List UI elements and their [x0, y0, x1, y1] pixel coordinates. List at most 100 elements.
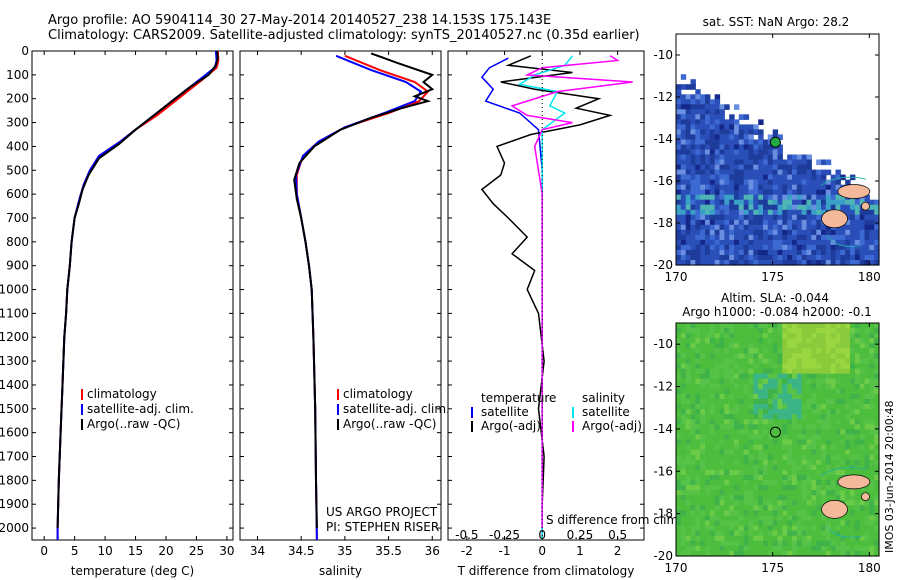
- map-cell: [763, 373, 769, 380]
- map-cell: [777, 239, 783, 246]
- map-cell: [864, 459, 870, 466]
- map-cell: [738, 189, 745, 196]
- map-cell: [806, 495, 812, 501]
- map-cell: [685, 358, 692, 365]
- map-cell: [685, 409, 692, 415]
- map-cell: [690, 378, 696, 385]
- map-cell: [840, 368, 846, 375]
- map-cell: [763, 338, 769, 344]
- map-cell: [840, 449, 846, 456]
- map-cell: [714, 204, 721, 211]
- map-cell: [729, 114, 735, 120]
- map-cell: [729, 164, 735, 171]
- map-cell: [758, 184, 764, 191]
- map-cell: [811, 515, 817, 522]
- map-cell: [729, 199, 735, 206]
- map-cell: [763, 333, 769, 339]
- map-cell: [724, 139, 730, 146]
- map-cell: [825, 199, 832, 206]
- map-cell: [719, 535, 725, 542]
- map-cell: [767, 459, 774, 466]
- map-cell: [714, 174, 721, 181]
- map-cell: [845, 255, 851, 261]
- map-cell: [695, 255, 701, 261]
- map-cell: [709, 119, 716, 125]
- map-cell: [816, 515, 822, 522]
- map-cell: [695, 439, 701, 446]
- map-cell: [738, 149, 745, 156]
- map-cell: [758, 520, 764, 527]
- map-cell: [767, 169, 774, 176]
- map-cell: [753, 434, 759, 441]
- map-cell: [830, 184, 837, 191]
- map-cell: [695, 358, 701, 365]
- island-shape: [837, 474, 871, 490]
- map-cell: [792, 515, 798, 522]
- map-cell: [763, 194, 769, 201]
- map-cell: [782, 550, 788, 557]
- map-cell: [806, 159, 812, 166]
- map-cell: [874, 459, 880, 466]
- map-cell: [782, 414, 788, 420]
- map-cell: [714, 404, 721, 410]
- map-cell: [724, 159, 730, 166]
- map-cell: [690, 348, 696, 354]
- map-cell: [821, 348, 827, 354]
- map-cell: [811, 234, 817, 241]
- map-cell: [821, 368, 827, 375]
- y-tick-label: -14: [653, 132, 673, 146]
- map-cell: [758, 204, 764, 211]
- map-cell: [700, 535, 706, 542]
- map-cell: [787, 343, 793, 349]
- map-cell: [695, 434, 701, 441]
- map-cell: [709, 399, 716, 405]
- map-cell: [816, 244, 822, 251]
- map-cell: [763, 249, 769, 256]
- map-cell: [854, 338, 861, 344]
- map-cell: [825, 383, 832, 390]
- x-axis-label: temperature (deg C): [71, 564, 194, 578]
- map-cell: [758, 510, 764, 517]
- map-cell: [777, 134, 783, 140]
- map-cell: [830, 550, 837, 557]
- map-cell: [676, 419, 682, 425]
- map-cell: [864, 434, 870, 441]
- map-cell: [738, 464, 745, 471]
- map-cell: [763, 454, 769, 461]
- map-cell: [753, 515, 759, 522]
- map-cell: [680, 515, 687, 522]
- map-cell: [734, 404, 740, 410]
- map-cell: [825, 169, 832, 176]
- map-cell: [816, 239, 822, 246]
- map-cell: [816, 333, 822, 339]
- map-cell: [748, 388, 754, 395]
- map-cell: [782, 530, 788, 537]
- map-cell: [864, 505, 870, 511]
- map-cell: [796, 550, 803, 557]
- map-cell: [719, 500, 725, 506]
- map-cell: [705, 520, 711, 527]
- map-cell: [850, 404, 856, 410]
- map-cell: [705, 179, 711, 186]
- map-cell: [859, 399, 866, 405]
- map-cell: [830, 464, 837, 471]
- y-tick-label: -18: [653, 216, 673, 230]
- map-cell: [700, 179, 706, 186]
- map-cell: [680, 174, 687, 181]
- x-tick-label: 170: [665, 561, 688, 575]
- map-cell: [743, 368, 750, 375]
- map-cell: [690, 419, 696, 425]
- map-cell: [787, 535, 793, 542]
- map-cell: [845, 520, 851, 527]
- map-cell: [714, 495, 721, 501]
- map-cell: [845, 363, 851, 370]
- map-cell: [796, 439, 803, 446]
- map-cell: [806, 179, 812, 186]
- map-cell: [709, 144, 716, 151]
- map-title-sla: Altim. SLA: -0.044: [721, 291, 829, 305]
- map-cell: [830, 179, 837, 186]
- map-cell: [811, 209, 817, 216]
- map-cell: [680, 378, 687, 385]
- map-cell: [758, 525, 764, 532]
- map-cell: [690, 540, 696, 547]
